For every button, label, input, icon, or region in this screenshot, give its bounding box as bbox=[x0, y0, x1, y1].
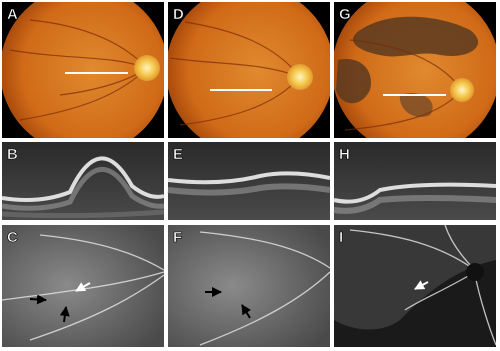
panel-label: H bbox=[339, 146, 350, 163]
oct-panel-b bbox=[1, 142, 165, 220]
fundus-panel-g bbox=[334, 2, 496, 138]
fundus-panel-a bbox=[2, 2, 164, 138]
panel-label: E bbox=[173, 146, 183, 163]
panel-label: I bbox=[339, 229, 343, 246]
panel-label: B bbox=[7, 146, 18, 163]
angio-panel-i bbox=[334, 224, 497, 347]
panel-label: G bbox=[339, 6, 351, 23]
panel-label: C bbox=[7, 229, 18, 246]
panel-label: F bbox=[173, 229, 182, 246]
fundus-panel-d bbox=[168, 2, 330, 138]
angio-panel-c bbox=[1, 225, 165, 347]
panel-label: A bbox=[7, 6, 18, 23]
oct-panel-e bbox=[167, 142, 331, 220]
angio-panel-f bbox=[168, 225, 331, 347]
panel-label: D bbox=[173, 6, 184, 23]
oct-panel-h bbox=[333, 142, 497, 220]
